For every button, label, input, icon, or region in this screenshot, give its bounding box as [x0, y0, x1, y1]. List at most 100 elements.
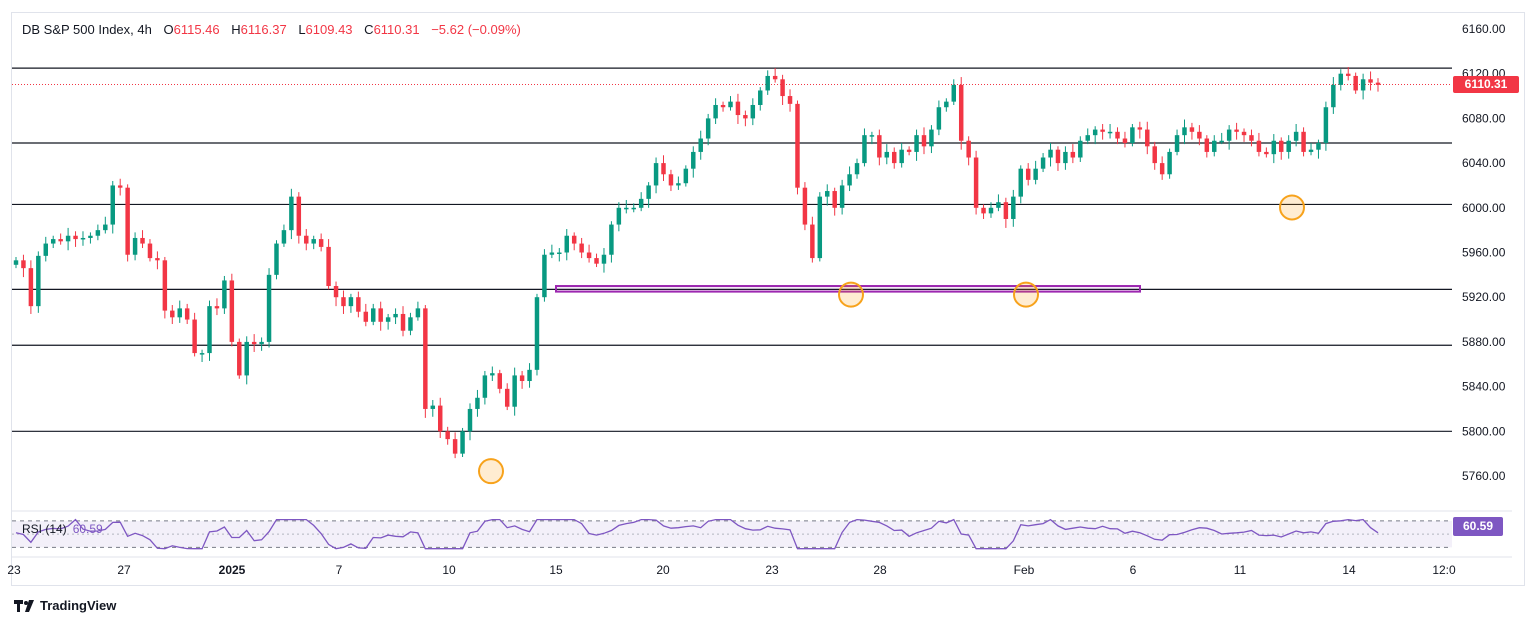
candle-body [958, 84, 964, 141]
candle-body [36, 255, 41, 307]
candle-body [810, 224, 815, 259]
candle-body [586, 252, 592, 259]
candle-body [802, 187, 808, 225]
candle-body [162, 260, 168, 311]
candle-body [877, 135, 882, 158]
candle-body [862, 135, 867, 164]
tradingview-brand: TradingView [40, 598, 117, 613]
legend-open-label: O [163, 22, 174, 37]
candle-body [1204, 138, 1210, 152]
candle-body [676, 183, 681, 186]
candle-body [1078, 140, 1083, 158]
candle-body [1249, 135, 1254, 141]
candle-body [1003, 202, 1009, 219]
candle-body [1345, 73, 1351, 76]
candle-body [304, 235, 309, 244]
candle-body [445, 431, 450, 440]
candle-body [1271, 140, 1277, 155]
candle-body [348, 297, 354, 307]
candle-body [542, 254, 547, 298]
candle-body [1100, 129, 1105, 132]
candle-body [1293, 131, 1299, 141]
candle-body [519, 375, 525, 382]
candle-body [1092, 129, 1098, 136]
candle-body [251, 341, 257, 345]
candle-body [184, 308, 190, 320]
candle-body [1323, 107, 1329, 143]
candle-body [839, 185, 845, 208]
candle-body [713, 104, 718, 119]
x-tick-label: 11 [1234, 563, 1247, 577]
candle-body [1353, 75, 1358, 91]
candle-body [891, 151, 897, 164]
candle-body [452, 439, 458, 454]
candle-body [1360, 79, 1366, 91]
candle-body [341, 297, 346, 307]
candle-body [110, 185, 115, 225]
candle-body [333, 286, 339, 298]
candle-body [437, 405, 443, 432]
candle-body [579, 243, 584, 253]
candle-body [326, 246, 331, 287]
tradingview-logo-icon [14, 599, 34, 612]
y-tick-label: 5960.00 [1462, 246, 1506, 260]
candle-body [400, 313, 406, 331]
candle-body [601, 254, 607, 264]
candle-body [482, 375, 488, 398]
x-tick-label: 15 [549, 563, 563, 577]
highlight-low-marker [1013, 281, 1039, 308]
candle-body [571, 235, 577, 244]
candle-body [50, 239, 56, 244]
candle-body [207, 306, 212, 354]
candle-body [1063, 151, 1068, 164]
candle-body [1025, 168, 1031, 180]
candle-body [289, 196, 294, 231]
candle-body [966, 140, 971, 158]
y-tick-label: 6080.00 [1462, 111, 1506, 125]
candle-body [787, 96, 793, 104]
legend-symbol: DB S&P 500 Index, 4h [22, 22, 152, 37]
candle-body [1182, 127, 1187, 136]
candle-body [1107, 131, 1113, 134]
candle-body [497, 373, 503, 389]
candle-body [244, 341, 249, 376]
candle-body [1159, 163, 1165, 175]
footer-branding[interactable]: TradingView [14, 598, 116, 613]
x-tick-label: 27 [117, 563, 131, 577]
candle-body [1338, 73, 1344, 85]
candle-body [899, 149, 904, 164]
rsi-value: 60.59 [72, 522, 103, 536]
candle-body [423, 308, 428, 409]
rsi-badge: 60.59 [1453, 517, 1503, 536]
candle-body [237, 341, 242, 376]
highlight-low-marker [478, 458, 504, 485]
candle-body [65, 235, 71, 242]
candle-body [1055, 149, 1061, 164]
candle-body [638, 198, 644, 208]
candle-body [430, 405, 436, 409]
candle-body [490, 373, 495, 376]
candle-body [259, 341, 264, 345]
candle-body [318, 239, 324, 247]
y-tick-label: 5880.00 [1462, 335, 1506, 349]
candle-body [408, 317, 413, 331]
candle-body [147, 243, 153, 259]
candle-body [1018, 168, 1023, 197]
candle-body [199, 353, 205, 355]
candle-body [1033, 168, 1038, 180]
candle-body [1264, 151, 1269, 155]
candle-body [1122, 138, 1128, 143]
candle-body [772, 75, 778, 80]
candle-body [475, 397, 480, 409]
candle-body [266, 274, 272, 342]
candle-body [28, 268, 34, 307]
candle-body [914, 135, 919, 152]
candle-body [1197, 131, 1202, 139]
candle-body [616, 207, 622, 225]
candle-body [467, 408, 473, 432]
candle-body [1308, 149, 1314, 152]
candle-body [214, 306, 220, 309]
y-tick-label: 6160.00 [1462, 22, 1506, 36]
legend-open: 6115.46 [173, 22, 220, 37]
